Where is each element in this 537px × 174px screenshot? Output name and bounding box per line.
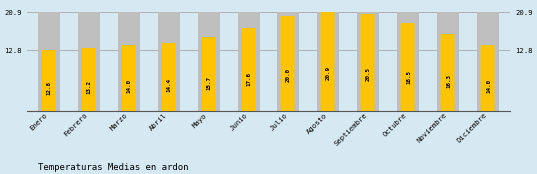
Text: 15.7: 15.7 xyxy=(206,76,211,89)
Bar xyxy=(201,37,215,111)
Bar xyxy=(38,12,60,111)
Bar xyxy=(278,12,300,111)
Text: Temperaturas Medias en ardon: Temperaturas Medias en ardon xyxy=(38,163,188,172)
Text: 20.9: 20.9 xyxy=(326,66,331,80)
Bar xyxy=(281,16,295,111)
Bar xyxy=(77,12,99,111)
Text: 12.8: 12.8 xyxy=(46,81,51,95)
Bar xyxy=(157,12,179,111)
Bar xyxy=(317,12,339,111)
Text: 18.5: 18.5 xyxy=(406,70,411,85)
Bar xyxy=(162,43,176,111)
Bar xyxy=(438,12,460,111)
Bar xyxy=(361,14,375,111)
Bar xyxy=(118,12,140,111)
Text: 14.0: 14.0 xyxy=(126,78,131,93)
Text: 20.0: 20.0 xyxy=(286,68,291,82)
Text: 16.3: 16.3 xyxy=(446,74,451,88)
Bar xyxy=(242,28,256,111)
Bar xyxy=(121,45,135,111)
Bar xyxy=(358,12,380,111)
Text: 20.5: 20.5 xyxy=(366,67,371,81)
Bar xyxy=(41,50,55,111)
Text: 14.0: 14.0 xyxy=(486,78,491,93)
Text: 14.4: 14.4 xyxy=(166,78,171,92)
Text: 13.2: 13.2 xyxy=(86,80,91,94)
Bar xyxy=(402,23,416,111)
Bar xyxy=(237,12,259,111)
Bar xyxy=(82,48,96,111)
Bar xyxy=(322,12,336,111)
Bar xyxy=(198,12,220,111)
Bar xyxy=(441,34,455,111)
Bar xyxy=(397,12,419,111)
Text: 17.6: 17.6 xyxy=(246,72,251,86)
Bar xyxy=(477,12,499,111)
Bar xyxy=(482,45,496,111)
